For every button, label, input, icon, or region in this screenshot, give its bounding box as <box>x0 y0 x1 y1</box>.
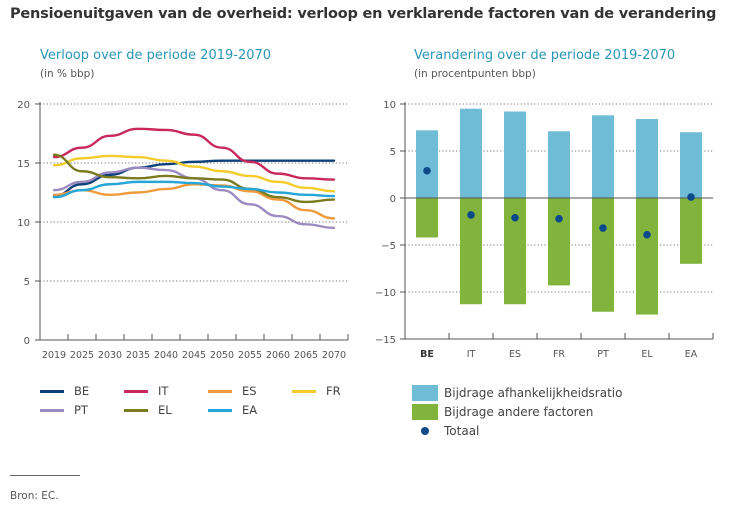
y-tick-label: 10 <box>17 218 30 229</box>
bar-other-factors-ea <box>680 198 702 264</box>
x-tick-label: 2035 <box>126 350 150 361</box>
bar-dependency-ratio-el <box>636 119 658 198</box>
legend-item-ea: EA <box>208 403 257 417</box>
x-tick-label: EA <box>685 349 698 360</box>
series-line-ea <box>52 180 336 199</box>
line-chart-unit: (in % bbp) <box>40 68 95 80</box>
series-line-es <box>52 183 336 220</box>
legend-swatch-dependency-ratio <box>412 384 438 401</box>
y-tick-label: −15 <box>375 335 396 346</box>
x-tick-label: 2070 <box>322 350 346 361</box>
legend-item-pt: PT <box>40 403 88 417</box>
bar-other-factors-pt <box>592 198 614 312</box>
x-tick-label: PT <box>597 349 609 360</box>
y-tick-label: 5 <box>390 147 396 158</box>
legend-label: PT <box>74 403 88 417</box>
legend-label: ES <box>242 384 257 398</box>
series-line-el <box>52 153 336 204</box>
bar-other-factors-fr <box>548 198 570 286</box>
bar-chart-unit: (in procentpunten bbp) <box>414 68 536 80</box>
y-tick-label: −10 <box>375 288 396 299</box>
legend-label: FR <box>326 384 341 398</box>
legend-item-dependency-ratio: Bijdrage afhankelijkheidsratio <box>412 383 622 402</box>
total-dot-ea <box>687 193 695 201</box>
legend-line-be <box>40 389 64 393</box>
legend-item-be: BE <box>40 384 89 398</box>
legend-dot-total <box>421 426 429 435</box>
bar-chart-title: Verandering over de periode 2019-2070 <box>414 48 676 63</box>
y-tick-label: 20 <box>17 100 30 111</box>
x-tick-label: FR <box>553 349 565 360</box>
total-dot-es <box>511 213 519 222</box>
x-tick-label: 2065 <box>294 350 318 361</box>
footnote-divider <box>10 475 80 476</box>
legend-label: Totaal <box>444 423 480 438</box>
bar-other-factors-be <box>416 198 438 238</box>
bar-other-factors-el <box>636 198 658 315</box>
line-chart: 0 5 10 15 20 2019 2025 2030 2035 2040 2045 2050 2055… <box>17 100 349 361</box>
x-tick-label: ES <box>509 349 521 360</box>
bar-dependency-ratio-es <box>504 111 526 198</box>
x-tick-label: 2060 <box>266 350 290 361</box>
bar-chart: −15 −10 −5 0 5 10 BE IT ES FR PT EL EA <box>375 100 714 360</box>
source-note: Bron: EC. <box>10 490 59 502</box>
legend-line-el <box>124 408 148 412</box>
legend-line-it <box>124 389 148 393</box>
line-chart-title: Verloop over de periode 2019-2070 <box>40 48 272 63</box>
total-dot-fr <box>555 214 563 223</box>
total-dot-be <box>423 166 431 175</box>
x-tick-label: IT <box>467 349 476 360</box>
legend-item-other-factors: Bijdrage andere factoren <box>412 402 622 421</box>
legend-label: EL <box>158 403 172 417</box>
total-dot-pt <box>599 224 607 232</box>
bar-dependency-ratio-ea <box>680 132 702 198</box>
y-tick-label: 15 <box>17 159 30 170</box>
legend-swatch-other-factors <box>412 403 438 420</box>
bar-dependency-ratio-it <box>460 108 482 198</box>
total-dot-el <box>643 230 651 239</box>
total-dot-it <box>467 211 475 219</box>
x-tick-label: 2045 <box>182 350 206 361</box>
legend-label: Bijdrage andere factoren <box>444 404 594 419</box>
legend-label: BE <box>74 384 90 398</box>
legend-line-fr <box>292 389 316 393</box>
bar-other-factors-it <box>460 198 482 305</box>
x-tick-label: 2030 <box>98 350 122 361</box>
legend-item-el: EL <box>124 403 172 417</box>
legend-label: Bijdrage afhankelijkheidsratio <box>444 385 623 400</box>
y-tick-label: 0 <box>24 336 30 347</box>
legend-item-fr: FR <box>292 384 341 398</box>
x-tick-label: EL <box>641 349 653 360</box>
series-line-it <box>52 127 336 181</box>
legend-line-pt <box>40 408 64 412</box>
x-tick-label: 2055 <box>238 350 262 361</box>
bar-chart-legend: Bijdrage afhankelijkheidsratio Bijdrage … <box>412 383 622 440</box>
series-line-fr <box>52 154 336 193</box>
x-tick-label: 2040 <box>154 350 178 361</box>
x-tick-label: BE <box>420 349 434 360</box>
bar-dependency-ratio-fr <box>548 131 570 198</box>
figure-title: Pensioenuitgaven van de overheid: verloo… <box>10 6 717 22</box>
x-tick-label: 2025 <box>70 350 94 361</box>
legend-line-ea <box>208 408 232 412</box>
bar-other-factors-es <box>504 198 526 305</box>
x-tick-label: 2019 <box>42 350 66 361</box>
legend-item-es: ES <box>208 384 257 398</box>
y-tick-label: −5 <box>381 241 396 252</box>
y-tick-label: 0 <box>390 194 396 205</box>
legend-label: EA <box>242 403 258 417</box>
legend-item-it: IT <box>124 384 168 398</box>
legend-item-total: Totaal <box>412 421 622 440</box>
y-tick-label: 5 <box>24 277 30 288</box>
bar-dependency-ratio-pt <box>592 115 614 198</box>
legend-label: IT <box>158 384 169 398</box>
bar-dependency-ratio-be <box>416 130 438 198</box>
x-tick-label: 2050 <box>210 350 234 361</box>
y-tick-label: 10 <box>383 100 396 111</box>
legend-line-es <box>208 389 232 393</box>
